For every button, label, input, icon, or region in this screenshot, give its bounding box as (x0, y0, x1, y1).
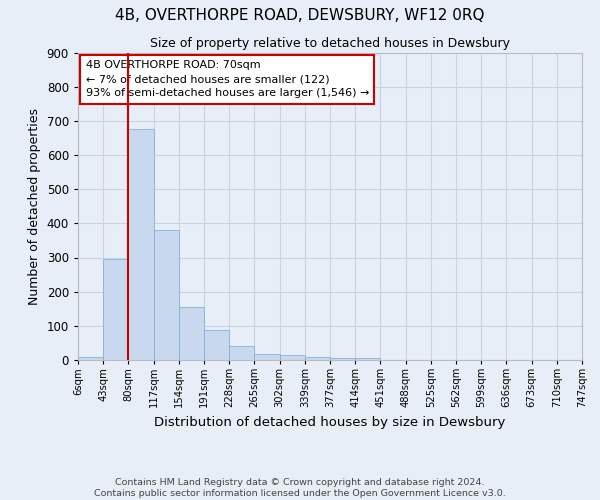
Bar (179, 307, 204, 360)
Text: 4B, OVERTHORPE ROAD, DEWSBURY, WF12 0RQ: 4B, OVERTHORPE ROAD, DEWSBURY, WF12 0RQ (115, 8, 485, 22)
Bar (229, 346, 254, 360)
Title: Size of property relative to detached houses in Dewsbury: Size of property relative to detached ho… (150, 37, 510, 50)
Bar (204, 330, 229, 360)
Bar (330, 358, 355, 360)
Bar (103, 259, 128, 360)
Bar (154, 230, 179, 360)
Bar (254, 354, 280, 360)
Text: Contains HM Land Registry data © Crown copyright and database right 2024.
Contai: Contains HM Land Registry data © Crown c… (94, 478, 506, 498)
Bar (128, 130, 154, 360)
Bar (78, 356, 103, 360)
Bar (355, 358, 380, 360)
X-axis label: Distribution of detached houses by size in Dewsbury: Distribution of detached houses by size … (154, 416, 506, 428)
Y-axis label: Number of detached properties: Number of detached properties (28, 108, 41, 304)
Bar (305, 356, 330, 360)
Text: 4B OVERTHORPE ROAD: 70sqm
← 7% of detached houses are smaller (122)
93% of semi-: 4B OVERTHORPE ROAD: 70sqm ← 7% of detach… (86, 60, 369, 98)
Bar (280, 355, 305, 360)
